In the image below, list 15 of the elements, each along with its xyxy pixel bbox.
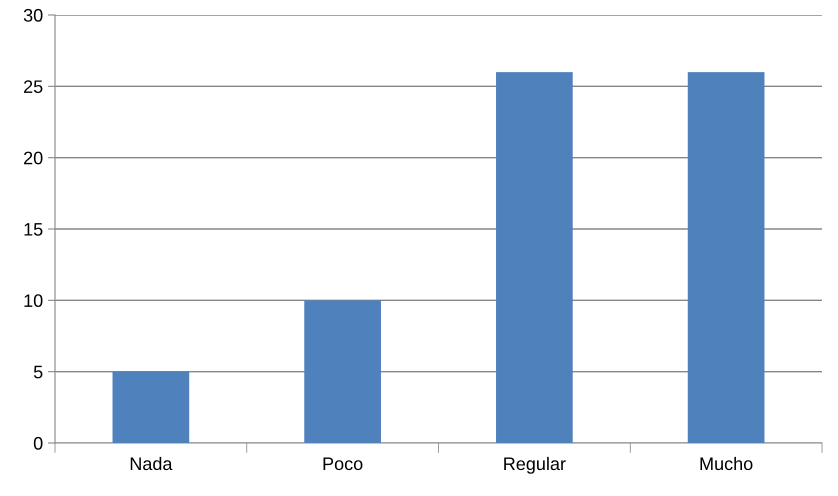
x-tick-label: Regular: [504, 456, 566, 474]
y-tick-label: 5: [34, 366, 42, 378]
y-tick-label: 10: [24, 294, 42, 308]
bar: [112, 372, 190, 443]
y-tick-label: 25: [24, 80, 42, 94]
x-tick-label: Nada: [130, 456, 172, 470]
y-tick-label: 15: [24, 223, 42, 236]
y-tick-label: 20: [24, 152, 42, 164]
bar: [496, 72, 573, 443]
bar: [304, 300, 381, 443]
y-tick-label: 0: [34, 436, 42, 450]
x-tick-label: Poco: [324, 458, 362, 470]
y-tick-label: 30: [24, 8, 42, 22]
bar: [688, 72, 764, 443]
x-tick-label: Mucho: [700, 456, 752, 470]
